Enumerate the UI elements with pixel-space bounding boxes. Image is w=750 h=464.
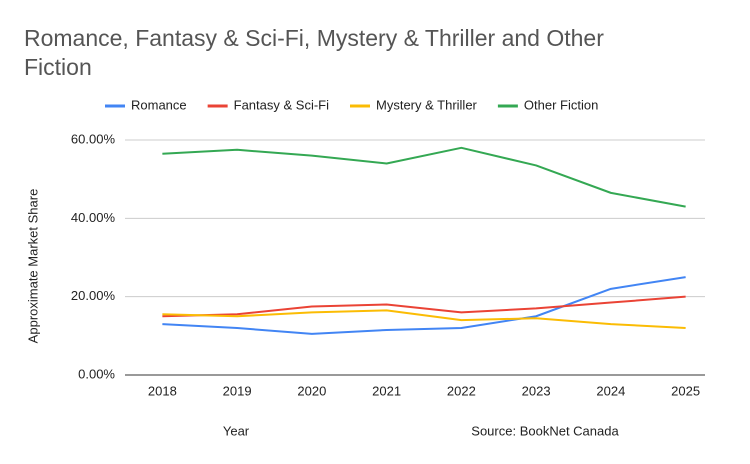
legend-label: Fantasy & Sci-Fi	[234, 97, 329, 112]
series-line	[162, 309, 686, 329]
x-tick-label: 2025	[671, 383, 700, 398]
x-tick-label: 2020	[297, 383, 326, 398]
x-tick-label: 2018	[148, 383, 177, 398]
legend-label: Other Fiction	[524, 97, 598, 112]
x-tick-label: 2023	[522, 383, 551, 398]
series-line	[162, 146, 686, 208]
y-tick-label: 0.00%	[78, 366, 115, 381]
series-line	[162, 295, 686, 318]
x-tick-label: 2021	[372, 383, 401, 398]
x-tick-label: 2022	[447, 383, 476, 398]
y-axis-label: Approximate Market Share	[25, 189, 40, 344]
y-tick-label: 60.00%	[71, 131, 116, 146]
legend-label: Mystery & Thriller	[376, 97, 478, 112]
legend-label: Romance	[131, 97, 187, 112]
x-tick-label: 2024	[596, 383, 625, 398]
x-axis-label: Year	[223, 423, 250, 438]
y-tick-label: 20.00%	[71, 288, 116, 303]
series-line	[162, 276, 686, 335]
chart-title: Romance, Fantasy & Sci-Fi, Mystery & Thr…	[24, 25, 604, 80]
x-tick-label: 2019	[223, 383, 252, 398]
source-note: Source: BookNet Canada	[471, 423, 619, 438]
y-tick-label: 40.00%	[71, 210, 116, 225]
